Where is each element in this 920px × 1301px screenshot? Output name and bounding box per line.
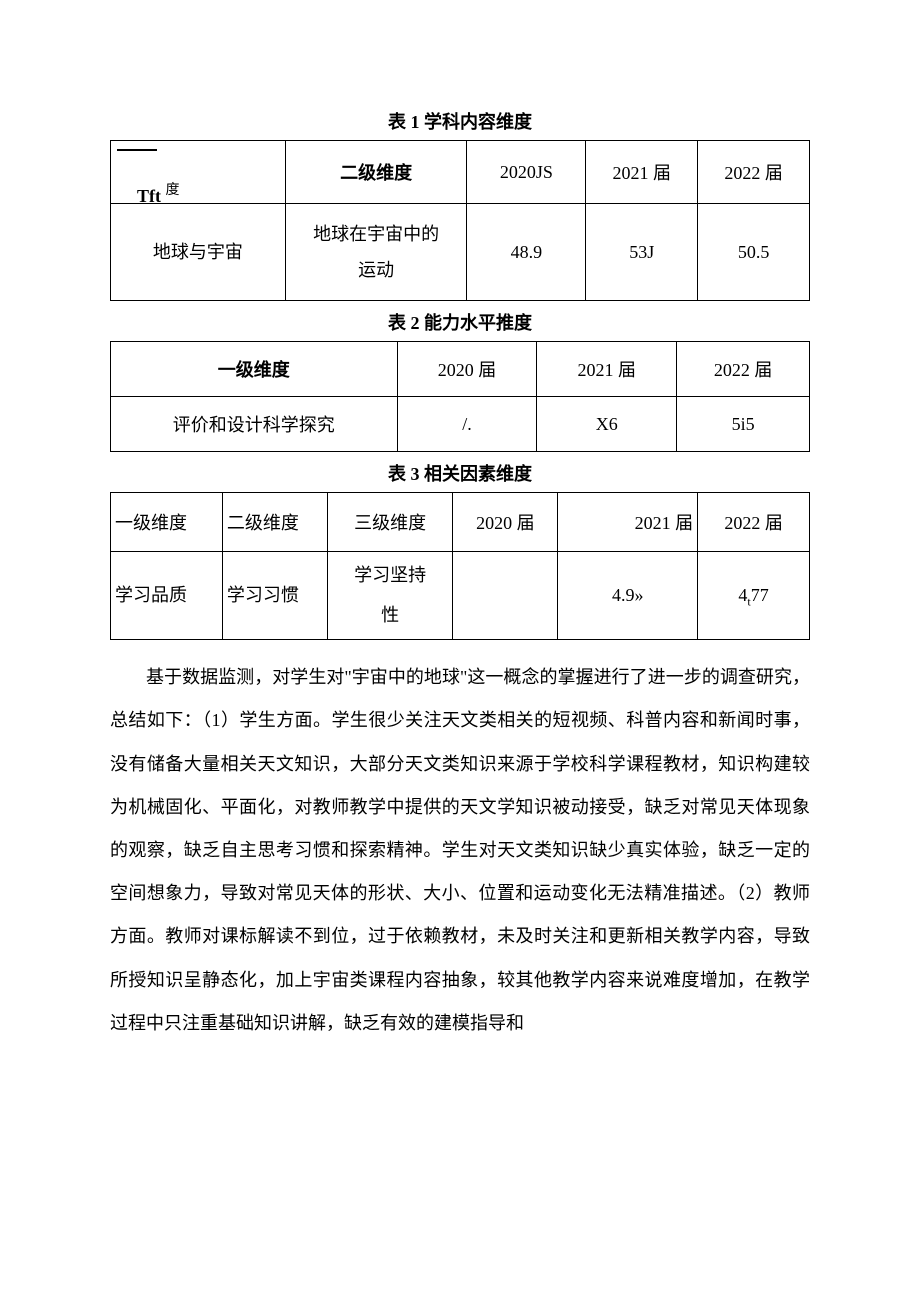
table1-r1c3: 48.9 [467,204,586,301]
body-paragraph: 基于数据监测，对学生对"宇宙中的地球"这一概念的掌握进行了进一步的调查研究，总结… [110,656,810,1045]
table1-caption: 表 1 学科内容维度 [110,108,810,134]
table3-header-c6: 2022 届 [698,493,810,552]
table1-header-c3: 2020JS [467,141,586,204]
table3-r1c6: 4t77 [698,552,810,640]
table2: 一级维度 2020 届 2021 届 2022 届 评价和设计科学探究 /. X… [110,341,810,452]
table1-header-c1: Tft 度 [111,141,286,204]
table2-header-c3: 2021 届 [537,342,677,397]
table3-r1c2: 学习习惯 [222,552,327,640]
table3-header-c2: 二级维度 [222,493,327,552]
table1-header-c5: 2022 届 [698,141,810,204]
table3-header-c5: 2021 届 [558,493,698,552]
table2-header-c1: 一级维度 [111,342,398,397]
table3-r1c4 [453,552,558,640]
table3-r1c3: 学习坚持 性 [327,552,453,640]
table2-r1c3: X6 [537,397,677,452]
table1-r1c5: 50.5 [698,204,810,301]
table1-r1c4: 53J [586,204,698,301]
table1-header-c2: 二级维度 [285,141,467,204]
table3-r1c5: 4.9» [558,552,698,640]
table3-header-c3: 三级维度 [327,493,453,552]
table1-tft-text: Tft [137,186,161,204]
table2-header-c2: 2020 届 [397,342,537,397]
table1-r1c2: 地球在宇宙中的 运动 [285,204,467,301]
table1-small-char: 度 [166,183,180,198]
table2-caption: 表 2 能力水平推度 [110,309,810,335]
table1: Tft 度 二级维度 2020JS 2021 届 2022 届 地球与宇宙 地球… [110,140,810,301]
table3-header-c4: 2020 届 [453,493,558,552]
table3: 一级维度 二级维度 三级维度 2020 届 2021 届 2022 届 学习品质… [110,492,810,640]
table3-header-c1: 一级维度 [111,493,223,552]
table1-r1c1: 地球与宇宙 [111,204,286,301]
table1-header-c4: 2021 届 [586,141,698,204]
table2-header-c4: 2022 届 [677,342,810,397]
table2-r1c1: 评价和设计科学探究 [111,397,398,452]
table3-r1c1: 学习品质 [111,552,223,640]
table2-r1c4: 5i5 [677,397,810,452]
table3-caption: 表 3 相关因素维度 [110,460,810,486]
table2-r1c2: /. [397,397,537,452]
